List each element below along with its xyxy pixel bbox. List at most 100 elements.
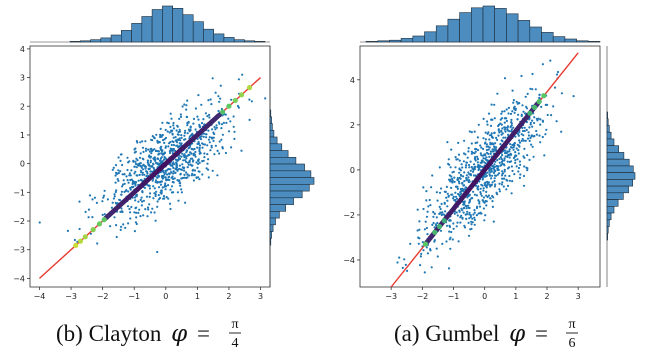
scatter-point: [463, 180, 466, 183]
scatter-point: [150, 152, 153, 155]
scatter-point: [462, 160, 465, 163]
scatter-point: [513, 105, 516, 108]
scatter-point: [453, 180, 456, 183]
scatter-point: [483, 153, 486, 156]
scatter-point: [156, 141, 160, 144]
scatter-point: [122, 223, 125, 226]
scatter-point: [158, 175, 161, 178]
scatter-point: [425, 226, 428, 230]
scatter-point: [499, 122, 502, 125]
gumbel-caption-denominator: 6: [569, 336, 576, 351]
scatter-point: [174, 158, 177, 161]
scatter-point: [91, 216, 94, 219]
scatter-point: [436, 199, 439, 202]
scatter-point: [423, 228, 426, 231]
scatter-point: [462, 211, 465, 214]
scatter-point: [187, 147, 190, 150]
scatter-point: [486, 123, 489, 126]
scatter-point: [520, 74, 523, 78]
scatter-point: [453, 212, 456, 215]
scatter-point: [84, 210, 87, 213]
scatter-point: [493, 185, 496, 188]
scatter-point: [133, 165, 136, 168]
scatter-point: [484, 214, 487, 217]
scatter-point: [473, 157, 476, 160]
right-hist-bar: [606, 131, 612, 140]
scatter-point: [207, 168, 210, 171]
scatter-point: [518, 131, 521, 134]
y-tick-label: −4: [13, 274, 25, 283]
scatter-point: [493, 177, 496, 180]
right-hist-bar: [606, 185, 629, 194]
top-hist-bar: [192, 21, 204, 43]
clayton-diagonal-points: [73, 85, 253, 248]
scatter-point: [422, 186, 425, 189]
x-tick-label: −2: [97, 292, 109, 301]
scatter-point: [211, 128, 214, 131]
scatter-point: [134, 162, 137, 165]
scatter-point: [169, 188, 172, 191]
scatter-point: [185, 149, 188, 152]
scatter-point: [203, 152, 206, 155]
top-hist-bar: [365, 41, 378, 43]
scatter-point: [183, 169, 186, 172]
scatter-point: [483, 142, 487, 145]
top-hist-bar: [244, 40, 256, 43]
scatter-point: [470, 150, 473, 153]
scatter-point: [123, 173, 126, 176]
scatter-point: [175, 165, 178, 168]
scatter-point: [491, 135, 494, 138]
scatter-point: [147, 208, 150, 211]
scatter-point: [470, 165, 473, 169]
scatter-point: [472, 213, 475, 216]
scatter-point: [510, 160, 513, 163]
scatter-point: [458, 209, 461, 212]
scatter-point: [512, 101, 515, 104]
scatter-point: [148, 150, 151, 153]
scatter-point: [543, 154, 546, 157]
scatter-point: [436, 255, 439, 258]
scatter-point: [509, 112, 513, 115]
scatter-point: [176, 191, 179, 194]
scatter-point: [188, 135, 191, 138]
scatter-point: [181, 163, 184, 166]
scatter-point: [487, 148, 490, 151]
scatter-point: [524, 95, 527, 98]
scatter-point: [525, 120, 529, 124]
scatter-point: [462, 203, 465, 206]
scatter-point: [476, 136, 479, 139]
scatter-point: [213, 126, 216, 129]
scatter-point: [180, 136, 183, 139]
scatter-point: [207, 158, 210, 161]
scatter-point: [157, 186, 161, 189]
scatter-point: [497, 134, 500, 137]
scatter-point: [179, 182, 182, 185]
scatter-point: [504, 174, 507, 177]
scatter-point: [498, 172, 501, 175]
right-hist-bar: [269, 150, 289, 158]
scatter-point: [172, 170, 175, 173]
scatter-point: [157, 194, 160, 197]
scatter-point: [174, 136, 177, 139]
scatter-point: [133, 196, 137, 199]
scatter-point: [154, 194, 157, 198]
scatter-point: [464, 213, 467, 216]
scatter-point: [535, 117, 538, 120]
scatter-point: [511, 169, 514, 173]
scatter-point: [115, 235, 118, 239]
right-hist-bar: [606, 152, 625, 160]
scatter-point: [508, 156, 511, 159]
scatter-point: [189, 129, 192, 132]
x-tick-label: −3: [65, 292, 77, 301]
scatter-point: [441, 211, 444, 214]
scatter-point: [195, 161, 198, 164]
scatter-point: [186, 176, 189, 179]
scatter-point: [504, 149, 507, 152]
scatter-point: [185, 115, 188, 118]
scatter-point: [450, 186, 453, 189]
scatter-point: [124, 226, 127, 229]
right-hist-bar: [269, 170, 312, 178]
scatter-point: [164, 128, 167, 131]
scatter-point: [172, 147, 175, 151]
scatter-point: [468, 206, 471, 210]
